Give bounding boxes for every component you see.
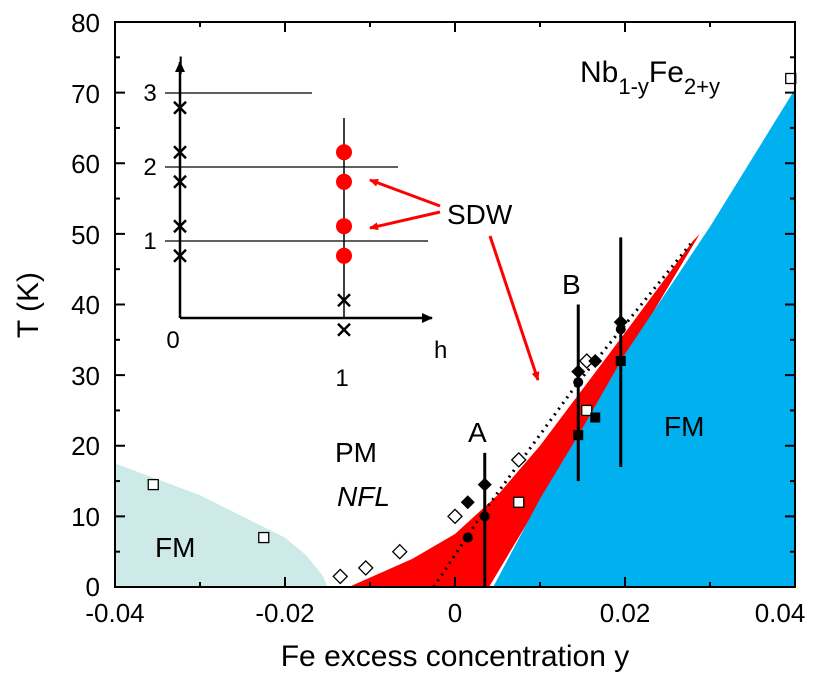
inset-cross: [337, 322, 351, 337]
a-label: A: [468, 417, 487, 448]
filled-circle-point: [573, 377, 584, 388]
filled-square-point: [590, 412, 601, 423]
filled-circle-point: [590, 356, 601, 366]
filled-circle-point: [479, 511, 490, 522]
open-square-point: [513, 496, 525, 508]
fm-left-region: [115, 463, 328, 587]
open-diamond-point: [391, 543, 408, 560]
fm-right-region: [493, 89, 795, 587]
inset-tick-x: 1: [335, 365, 348, 392]
filled-square-point: [573, 430, 584, 441]
inset-diagram: l h 0 1 1 2 3: [143, 53, 447, 392]
compound-mid: Fe: [649, 56, 684, 89]
open-square-point: [147, 478, 159, 491]
inset-cross: [173, 219, 187, 234]
x-tick-label: 0: [448, 598, 462, 628]
y-axis-label: T (K): [12, 272, 45, 338]
x-tick-label: -0.02: [255, 598, 314, 628]
sdw-arrow-lower: [369, 210, 441, 231]
y-tick-label: 50: [71, 220, 100, 250]
transition-dotted-line: [432, 239, 695, 588]
open-diamond-point: [447, 508, 463, 525]
open-square-point: [258, 531, 270, 544]
inset-tick-y: 1: [143, 228, 156, 255]
open-square-point: [581, 404, 593, 417]
x-tick-label: 0.04: [755, 598, 806, 628]
y-tick-label: 0: [86, 572, 100, 602]
y-tick-label: 60: [71, 149, 100, 179]
y-tick-label: 10: [71, 502, 100, 532]
filled-square-point: [615, 356, 626, 366]
y-tick-label: 40: [71, 290, 100, 320]
inset-cross: [173, 248, 187, 263]
filled-diamond-point: [460, 495, 475, 510]
inset-cross: [173, 174, 187, 189]
b-label: B: [562, 269, 581, 300]
inset-marks: [173, 100, 352, 337]
inset-cross: [173, 145, 187, 160]
fm-right-label: FM: [664, 411, 704, 442]
inset-tick-y: 2: [143, 154, 156, 181]
x-tick-label: -0.04: [85, 598, 144, 628]
inset-tick-y: 3: [143, 80, 156, 107]
inset-cross: [337, 293, 351, 308]
nfl-label: NFL: [337, 481, 390, 512]
y-tick-label: 70: [71, 79, 100, 109]
axis-ticks: [114, 21, 796, 588]
compound-sub2: 2+y: [684, 74, 720, 99]
inset-sdw-dot: [336, 144, 352, 161]
x-axis-label: Fe excess concentration y: [281, 640, 630, 673]
open-diamond-point: [357, 560, 374, 576]
inset-cross: [173, 100, 187, 115]
open-diamond-point: [332, 568, 349, 585]
filled-diamond-point: [477, 477, 492, 492]
filled-circle-point: [615, 324, 626, 335]
open-diamond-point: [510, 451, 527, 468]
x-tick-label: 0.02: [600, 598, 651, 628]
compound-label: Nb1-yFe2+y: [580, 56, 720, 99]
compound-sub1: 1-y: [618, 74, 649, 99]
inset-ylabel: l: [178, 53, 183, 80]
inset-tick-x: 0: [166, 327, 179, 354]
sdw-label: SDW: [447, 199, 513, 230]
sdw-arrow-diagram: [488, 235, 540, 381]
compound-base: Nb: [580, 56, 618, 89]
inset-sdw-dot: [336, 218, 352, 235]
fm-left-label: FM: [155, 532, 195, 563]
y-tick-label: 20: [71, 431, 100, 461]
sdw-region: [348, 233, 700, 587]
inset-sdw-dot: [336, 173, 352, 190]
y-tick-label: 80: [71, 8, 100, 38]
inset-xlabel: h: [434, 337, 447, 364]
sdw-arrow-upper: [369, 178, 441, 208]
data-markers: [147, 72, 797, 585]
inset-sdw-dot: [336, 247, 352, 264]
filled-diamond-point: [571, 364, 586, 379]
pm-label: PM: [335, 437, 377, 468]
y-tick-label: 30: [71, 361, 100, 391]
filled-circle-point: [462, 532, 473, 543]
